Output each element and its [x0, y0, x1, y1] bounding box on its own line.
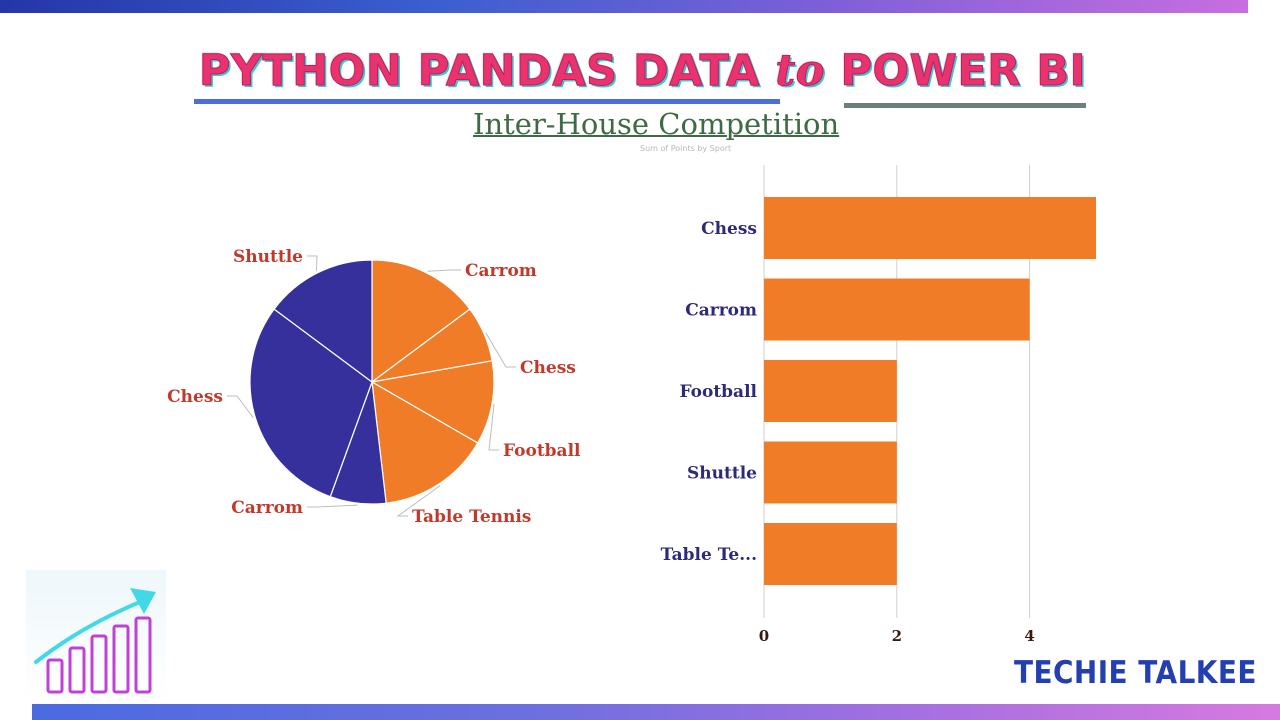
bar-4[interactable] — [764, 523, 897, 585]
pie-leader-line — [396, 485, 441, 517]
pie-label: Chess — [167, 387, 223, 407]
pie-slice-carrom[interactable] — [371, 259, 471, 384]
headline-part2: POWER BI — [824, 46, 1087, 97]
pie-leader-line — [427, 269, 461, 272]
x-tick-label: 0 — [759, 627, 769, 645]
growth-chart-arrow-icon — [26, 570, 166, 700]
pie-leader-line — [307, 255, 318, 272]
bottom-gradient-bar — [32, 704, 1280, 720]
pie-label: Shuttle — [233, 247, 303, 267]
pie-slice-shuttle[interactable] — [273, 259, 373, 384]
x-tick-label: 4 — [1024, 627, 1034, 645]
bar-0[interactable] — [764, 197, 1096, 259]
pie-label: Carrom — [231, 498, 303, 518]
bar-category-label: Carrom — [685, 301, 757, 321]
bar-1[interactable] — [764, 278, 1030, 341]
headline-underline-gray — [844, 103, 1086, 108]
pie-slice-football[interactable] — [370, 360, 495, 444]
pie-leader-line — [485, 332, 516, 368]
headline-underline-blue — [194, 99, 780, 104]
bar-category-label: Shuttle — [687, 464, 757, 484]
pie-slice-chess[interactable] — [249, 308, 373, 498]
bar-2[interactable] — [764, 360, 897, 422]
bar-3[interactable] — [764, 441, 897, 504]
bar-category-label: Chess — [701, 219, 757, 239]
pie-leader-line — [488, 403, 499, 451]
pie-slice-table-tennis[interactable] — [371, 380, 479, 504]
pie-label: Chess — [520, 358, 576, 378]
headline-to: to — [775, 46, 825, 97]
bar-category-label: Table Te... — [661, 545, 757, 565]
main-headline: PYTHON PANDAS DATA to POWER BI — [195, 46, 1090, 97]
pie-label: Table Tennis — [412, 507, 531, 527]
pie-leader-line — [227, 395, 254, 418]
headline-part1: PYTHON PANDAS DATA — [198, 46, 776, 97]
pie-label: Football — [503, 441, 581, 461]
pie-leader-line — [307, 504, 358, 508]
bar-chart-title: Sum of Points by Sport — [640, 144, 732, 153]
brand-logo-text: TECHIE TALKEE — [1014, 655, 1257, 691]
bar-category-label: Football — [680, 382, 758, 402]
subtitle: Inter-House Competition — [473, 107, 840, 141]
pie-label: Carrom — [465, 261, 537, 281]
top-gradient-bar — [0, 0, 1248, 13]
pie-chart: Carrom Chess Football Table Tennis Carrom Che… — [167, 247, 581, 527]
x-tick-label: 2 — [892, 627, 902, 645]
